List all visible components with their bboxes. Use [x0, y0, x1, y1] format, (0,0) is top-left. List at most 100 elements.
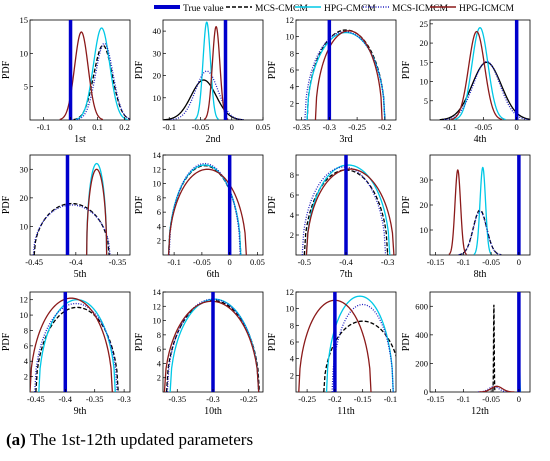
caption-tag: (a): [6, 430, 26, 449]
y-tick-label: 4: [24, 356, 29, 366]
y-tick-label: 20: [420, 38, 429, 48]
x-axis-label: 9th: [74, 406, 87, 417]
x-tick-label: -0.25: [240, 394, 258, 404]
x-tick-label: 0.2: [119, 122, 130, 132]
figure-caption: (a) The 1st-12th updated parameters: [6, 430, 253, 450]
x-tick-label: -0.45: [27, 394, 45, 404]
y-axis-label: PDF: [267, 60, 278, 79]
panel-10: -0.35 -0.3 -0.25 2 4 6 8 10 12 14 10th PDF: [134, 287, 263, 417]
y-tick-label: 8: [157, 330, 161, 340]
panel-9: -0.45 -0.4 -0.35 -0.3246810129thPDF: [1, 292, 131, 417]
x-tick-label: 0.1: [92, 122, 103, 132]
y-axis-label: PDF: [134, 60, 145, 79]
x-tick-label: -0.05: [474, 122, 492, 132]
x-tick-label: -0.4: [69, 257, 83, 267]
y-tick-label: 10: [20, 221, 29, 231]
y-tick-label: 12: [286, 287, 295, 297]
y-tick-label: 6: [157, 207, 161, 217]
x-tick-label: -0.1: [384, 394, 397, 404]
y-tick-label: 2: [157, 373, 161, 383]
x-tick-label: -0.15: [427, 257, 445, 267]
panel-frame: [430, 292, 530, 392]
x-tick-label: -0.05: [482, 394, 500, 404]
x-tick-label: -0.1: [457, 257, 470, 267]
x-axis-label: 10th: [204, 406, 222, 417]
y-axis-label: PDF: [134, 195, 145, 214]
y-tick-label: 5: [24, 82, 28, 92]
x-tick-label: -0.3: [323, 122, 336, 132]
panel-12: -0.15 -0.1 -0.05 0020040060012thPDF: [401, 292, 530, 417]
panel-2: -0.1 -0.05 0 0.05 10 20 30 40 2nd PDF: [134, 20, 270, 145]
panel-11: -0.25 -0.2 -0.15 -0.1 2 4 6 8 10 12 11th PDF: [267, 287, 402, 417]
x-tick-label: -0.05: [482, 257, 500, 267]
x-axis-label: 6th: [207, 269, 220, 280]
y-tick-label: 20: [420, 200, 429, 210]
x-tick-label: -0.35: [293, 122, 311, 132]
x-tick-label: -0.35: [109, 257, 127, 267]
x-axis-label: 1st: [74, 134, 86, 145]
y-axis-label: PDF: [401, 332, 412, 351]
legend-label-3: HPG-CMCM: [324, 4, 376, 14]
panel-1: -0.1 0 0.1 0.2 5 10 15 1st PDF: [1, 15, 132, 145]
y-tick-label: 30: [153, 48, 162, 58]
legend-label-2: MCS-CMCM: [255, 4, 308, 14]
x-tick-label: 0: [230, 122, 234, 132]
y-tick-label: 10: [20, 310, 29, 320]
x-tick-label: -0.35: [86, 394, 104, 404]
y-tick-label: 12: [286, 15, 295, 25]
y-tick-label: 20: [153, 71, 162, 81]
y-tick-label: 8: [290, 320, 294, 330]
x-tick-label: -0.1: [163, 122, 176, 132]
x-tick-label: -0.4: [339, 257, 353, 267]
x-tick-label: 0.05: [256, 122, 271, 132]
x-tick-label: -0.1: [443, 122, 456, 132]
y-tick-label: 4: [290, 354, 295, 364]
y-tick-label: 200: [415, 358, 428, 368]
x-tick-label: -0.35: [168, 394, 186, 404]
y-tick-label: 8: [290, 170, 294, 180]
y-tick-label: 30: [20, 164, 29, 174]
figure-panels: True value MCS-CMCM HPG-CMCM MCS-ICMCM HPG-I…: [0, 0, 550, 430]
y-tick-label: 40: [153, 26, 162, 36]
x-axis-label: 3rd: [339, 134, 352, 145]
panel-6: -0.1 -0.05 0 0.05 2 4 6 8 10 12 14 6th PDF: [134, 150, 265, 280]
x-tick-label: -0.1: [457, 394, 470, 404]
y-tick-label: 15: [420, 57, 429, 67]
y-tick-label: 4: [290, 82, 295, 92]
y-tick-label: 2: [24, 372, 28, 382]
y-tick-label: 14: [153, 150, 162, 160]
x-axis-label: 7th: [340, 269, 353, 280]
y-tick-label: 12: [20, 295, 29, 305]
y-axis-label: PDF: [1, 332, 12, 351]
x-axis-label: 8th: [474, 269, 487, 280]
y-tick-label: 15: [20, 15, 29, 25]
panel-5: -0.45 -0.4 -0.35 10 20 30 5th PDF: [1, 155, 130, 280]
y-tick-label: 6: [290, 65, 294, 75]
x-tick-label: -0.2: [328, 394, 341, 404]
y-tick-label: 5: [424, 96, 428, 106]
x-axis-label: 12th: [471, 406, 489, 417]
y-tick-label: 4: [157, 221, 162, 231]
x-axis-label: 11th: [337, 406, 354, 417]
x-tick-label: -0.4: [59, 394, 73, 404]
panel-7: -0.5 -0.4 -0.3 2 4 6 8 7th PDF: [267, 155, 396, 280]
x-tick-label: 0.05: [250, 257, 265, 267]
y-tick-label: 10: [153, 179, 162, 189]
x-tick-label: 0: [517, 394, 521, 404]
x-tick-label: -0.25: [348, 122, 366, 132]
y-tick-label: 600: [415, 301, 428, 311]
x-tick-label: -0.3: [381, 257, 394, 267]
x-tick-label: -0.5: [298, 257, 311, 267]
y-axis-label: PDF: [401, 60, 412, 79]
x-tick-label: -0.3: [206, 394, 219, 404]
y-axis-label: PDF: [401, 195, 412, 214]
y-tick-label: 2: [290, 370, 294, 380]
y-axis-label: PDF: [267, 195, 278, 214]
x-tick-label: -0.15: [427, 394, 445, 404]
x-tick-label: 0: [517, 257, 521, 267]
panel-frame: [163, 20, 263, 120]
y-tick-label: 2: [290, 98, 294, 108]
y-axis-label: PDF: [1, 60, 12, 79]
y-tick-label: 6: [290, 190, 294, 200]
y-tick-label: 12: [153, 301, 162, 311]
